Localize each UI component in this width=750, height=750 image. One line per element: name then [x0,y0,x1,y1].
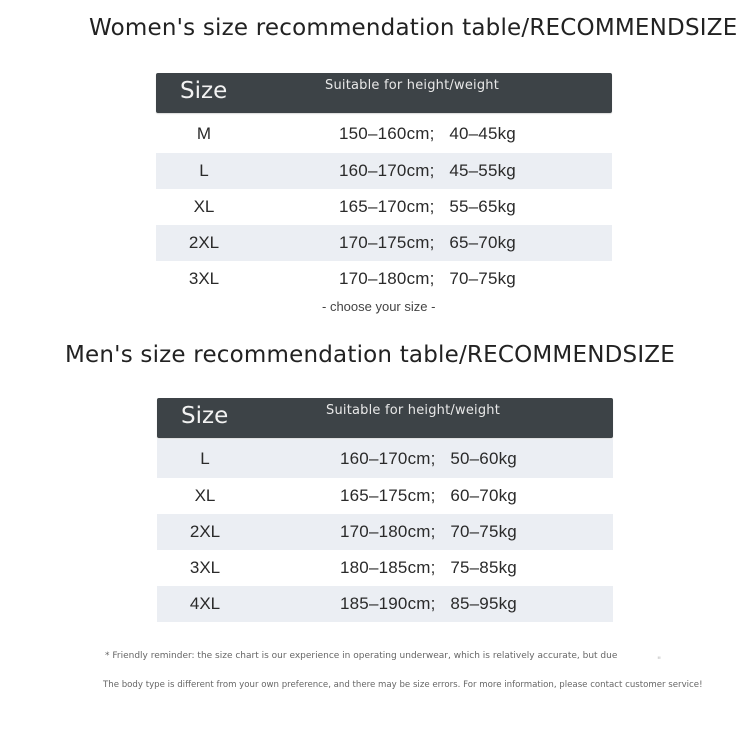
table-row: XL 165–170cm; 55–65kg [156,189,612,225]
size-cell: L [199,161,209,180]
height-weight-cell: 185–190cm; 85–95kg [340,594,517,613]
table-row: 3XL 170–180cm; 70–75kg [156,261,612,297]
men-size-table: Size Suitable for height/weight L 160–17… [157,398,613,622]
quote-mark: " [657,656,662,666]
size-cell: 3XL [188,269,220,288]
women-table-header: Size Suitable for height/weight [156,73,612,113]
women-header-size: Size [180,78,228,104]
men-header-suitable: Suitable for height/weight [326,403,501,418]
size-cell: 2XL [188,233,220,252]
height-weight-cell: 170–180cm; 70–75kg [340,522,517,541]
table-row: M 150–160cm; 40–45kg [156,114,612,153]
height-weight-cell: 160–170cm; 45–55kg [339,161,516,180]
size-cell: XL [193,197,215,216]
men-header-size: Size [181,403,229,429]
height-weight-cell: 160–170cm; 50–60kg [340,448,517,468]
height-weight-cell: 170–175cm; 65–70kg [339,233,516,252]
size-cell: L [200,448,210,468]
friendly-reminder-note: * Friendly reminder: the size chart is o… [105,651,618,661]
women-table-title: Women's size recommendation table/RECOMM… [89,15,738,41]
height-weight-cell: 165–175cm; 60–70kg [340,486,517,505]
table-row: 3XL 180–185cm; 75–85kg [157,550,613,586]
height-weight-cell: 180–185cm; 75–85kg [340,558,517,577]
table-row: L 160–170cm; 50–60kg [157,439,613,478]
table-row: L 160–170cm; 45–55kg [156,153,612,189]
size-cell: 3XL [189,558,221,577]
choose-size-caption: - choose your size - [322,299,436,314]
table-row: 2XL 170–180cm; 70–75kg [157,514,613,550]
table-row: 2XL 170–175cm; 65–70kg [156,225,612,261]
men-table-header: Size Suitable for height/weight [157,398,613,438]
women-header-suitable: Suitable for height/weight [325,78,500,93]
women-size-table: Size Suitable for height/weight M 150–16… [156,73,612,297]
table-row: XL 165–175cm; 60–70kg [157,478,613,514]
men-table-title: Men's size recommendation table/RECOMMEN… [65,342,675,368]
height-weight-cell: 170–180cm; 70–75kg [339,269,516,288]
size-cell: XL [194,486,216,505]
size-cell: 4XL [189,594,221,613]
size-cell: 2XL [189,522,221,541]
contact-service-note: The body type is different from your own… [103,680,703,690]
height-weight-cell: 150–160cm; 40–45kg [339,123,516,143]
height-weight-cell: 165–170cm; 55–65kg [339,197,516,216]
table-row: 4XL 185–190cm; 85–95kg [157,586,613,622]
size-cell: M [196,123,212,143]
